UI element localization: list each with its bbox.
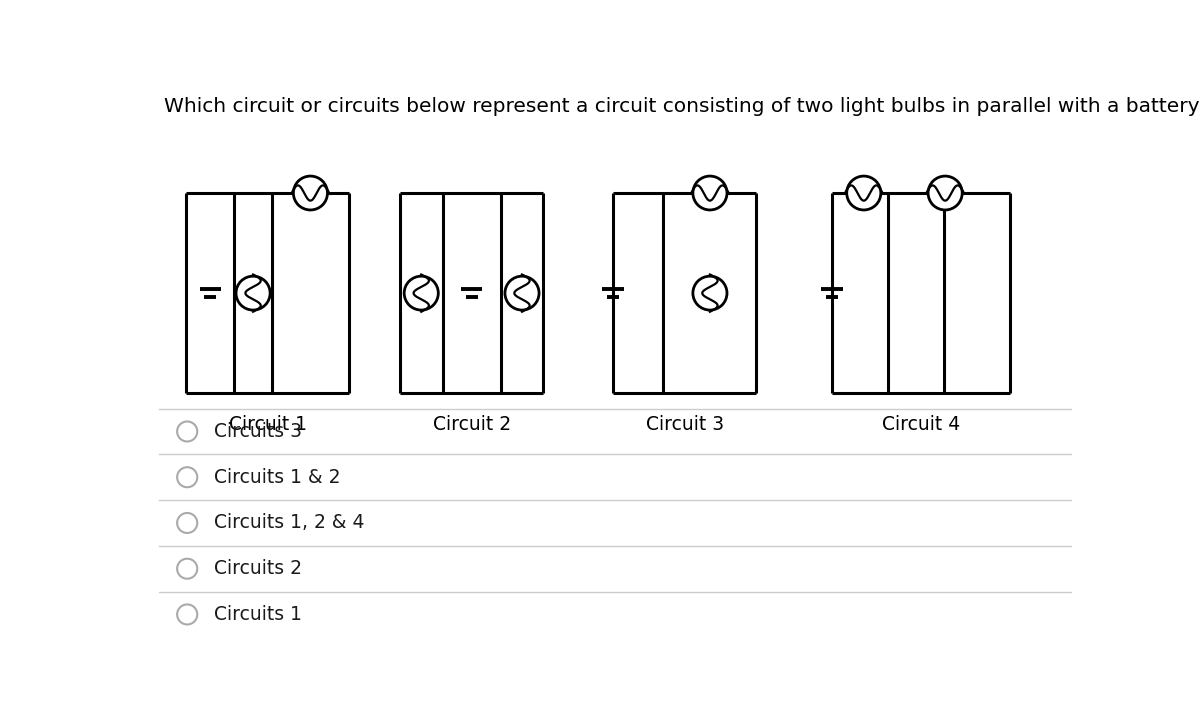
Text: Which circuit or circuits below represent a circuit consisting of two light bulb: Which circuit or circuits below represen… [164,97,1200,116]
Text: Circuits 3: Circuits 3 [214,422,301,441]
Text: Circuit 4: Circuit 4 [882,415,960,434]
Circle shape [505,276,539,310]
Circle shape [692,176,727,210]
Circle shape [236,276,270,310]
Text: Circuit 2: Circuit 2 [432,415,511,434]
Circle shape [847,176,881,210]
Text: Circuits 2: Circuits 2 [214,559,301,578]
Circle shape [692,276,727,310]
Circle shape [928,176,962,210]
Text: Circuits 1 & 2: Circuits 1 & 2 [214,468,340,487]
Text: Circuits 1: Circuits 1 [214,605,301,624]
Text: Circuits 1, 2 & 4: Circuits 1, 2 & 4 [214,513,364,532]
Circle shape [404,276,438,310]
Text: Circuit 1: Circuit 1 [229,415,307,434]
Circle shape [293,176,328,210]
Text: Circuit 3: Circuit 3 [646,415,724,434]
